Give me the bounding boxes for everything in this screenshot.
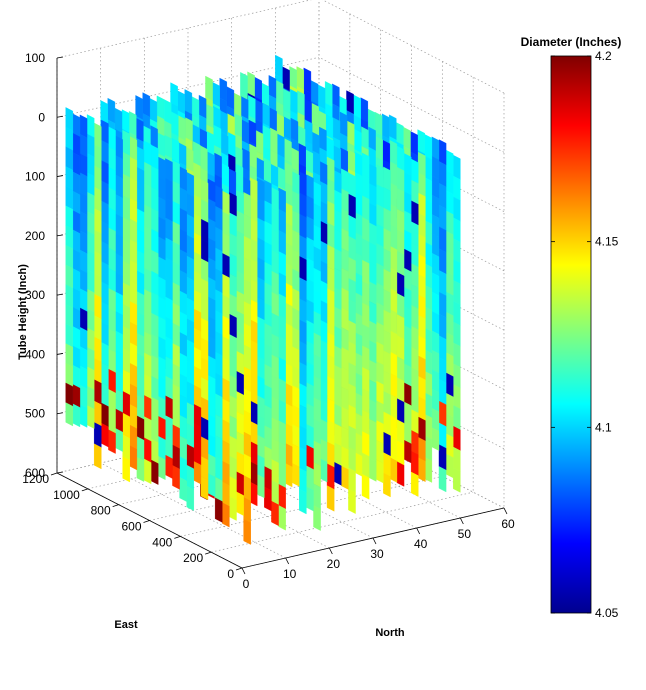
north-tick-label: 30 xyxy=(370,547,384,561)
colorbar xyxy=(550,55,592,614)
height-tick-label: 100 xyxy=(25,51,45,65)
diameter-slices xyxy=(65,54,461,545)
height-tick-label: 500 xyxy=(25,407,45,421)
east-tick-label: 1000 xyxy=(53,488,80,502)
colorbar-tick-label: 4.15 xyxy=(595,235,619,249)
north-tick-label: 20 xyxy=(327,557,341,571)
north-tick-label: 0 xyxy=(243,577,250,591)
colorbar-title: Diameter (Inches) xyxy=(521,35,622,49)
y-axis-title: Tube Height (Inch) xyxy=(17,264,29,360)
north-axis-title: North xyxy=(375,627,405,639)
north-tick-label: 60 xyxy=(501,517,515,531)
east-axis-title: East xyxy=(114,619,138,631)
north-tick-label: 10 xyxy=(283,567,297,581)
east-tick-label: 1200 xyxy=(22,472,49,486)
east-tick-label: 0 xyxy=(227,567,234,581)
east-tick-label: 600 xyxy=(121,520,141,534)
colorbar-tick-label: 4.05 xyxy=(595,606,619,620)
tick-labels: 1000100200300400500600020040060080010001… xyxy=(22,51,515,591)
height-tick-label: 600 xyxy=(25,466,45,480)
north-tick-label: 40 xyxy=(414,537,428,551)
north-tick-label: 50 xyxy=(458,527,472,541)
height-tick-label: 0 xyxy=(38,110,45,124)
height-tick-label: 100 xyxy=(25,170,45,184)
height-tick-label: 400 xyxy=(25,347,45,361)
height-tick-label: 300 xyxy=(25,288,45,302)
east-tick-label: 400 xyxy=(152,535,172,549)
colorbar-ticks: 4.05 4.1 4.15 4.2 xyxy=(551,49,619,620)
east-tick-label: 800 xyxy=(91,504,111,518)
colorbar-tick-label: 4.2 xyxy=(595,49,612,63)
height-tick-label: 200 xyxy=(25,229,45,243)
east-tick-label: 200 xyxy=(183,551,203,565)
slice-north-2 xyxy=(65,107,251,545)
colorbar-tick-label: 4.1 xyxy=(595,420,612,434)
